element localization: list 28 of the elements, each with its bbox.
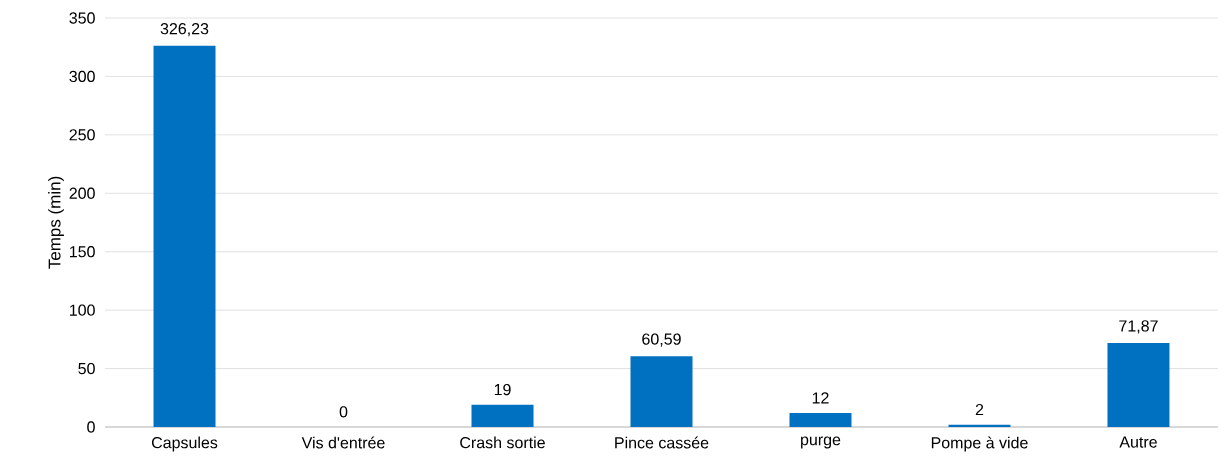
x-tick-label: Autre <box>1119 436 1157 448</box>
y-tick-label: 150 <box>70 246 95 258</box>
y-tick-label: 100 <box>70 304 95 316</box>
x-tick-label: Pompe à vide <box>931 436 1028 452</box>
x-tick-label: Pince cassée <box>615 436 709 449</box>
data-label: 60,59 <box>642 333 681 347</box>
x-tick-label: purge <box>801 436 841 449</box>
data-label: 2 <box>975 403 984 416</box>
x-tick-label: Vis d'entrée <box>301 436 385 449</box>
data-label: 71,87 <box>1119 320 1158 334</box>
y-axis-title: Temps (min) <box>48 176 64 269</box>
x-tick-label: Crash sortie <box>460 436 545 449</box>
y-tick-label: 200 <box>69 187 95 199</box>
data-label: 12 <box>812 392 829 404</box>
y-tick-label: 300 <box>69 70 95 83</box>
bar <box>471 404 534 427</box>
data-label: 326,23 <box>160 23 209 37</box>
y-tick-label: 350 <box>69 12 95 24</box>
data-label: 19 <box>494 383 511 396</box>
bar <box>1107 343 1170 427</box>
y-tick-label: 0 <box>87 421 95 433</box>
data-label: 0 <box>339 406 348 418</box>
bar <box>153 45 216 427</box>
bar <box>789 412 852 427</box>
bar <box>630 356 693 427</box>
y-tick-label: 50 <box>78 362 95 375</box>
x-tick-label: Capsules <box>151 436 218 452</box>
y-tick-label: 250 <box>69 129 95 141</box>
